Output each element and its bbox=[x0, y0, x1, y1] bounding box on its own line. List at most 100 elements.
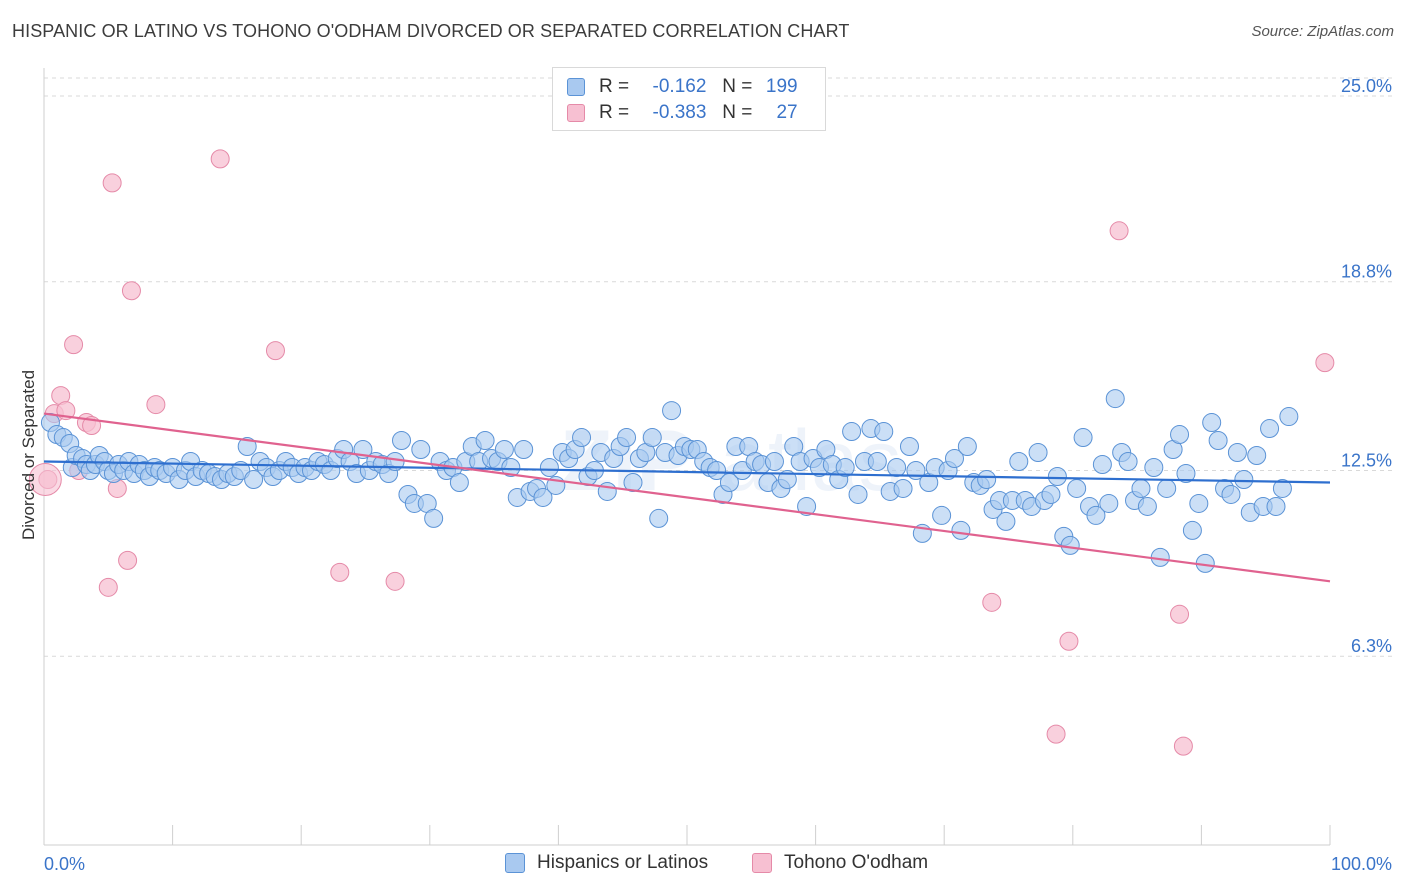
data-point-tohono bbox=[265, 341, 285, 361]
data-point-hispanic bbox=[1118, 452, 1138, 471]
data-point-hispanic bbox=[1176, 463, 1196, 483]
data-point-tohono bbox=[982, 592, 1002, 612]
data-point-hispanic bbox=[392, 431, 412, 451]
legend-n-label: N = bbox=[722, 76, 753, 97]
data-point-hispanic bbox=[475, 431, 495, 451]
data-point-tohono bbox=[1109, 221, 1129, 241]
data-point-tohono bbox=[64, 335, 84, 355]
data-point-hispanic bbox=[1208, 431, 1228, 451]
data-point-hispanic bbox=[1189, 493, 1209, 513]
data-point-hispanic bbox=[932, 505, 952, 525]
data-point-hispanic bbox=[1144, 457, 1164, 477]
data-point-hispanic bbox=[764, 452, 784, 471]
legend-r-label: R = bbox=[599, 76, 630, 97]
data-point-hispanic bbox=[1131, 478, 1151, 498]
data-point-hispanic bbox=[1105, 389, 1125, 409]
data-point-hispanic bbox=[237, 437, 257, 457]
data-point-tohono bbox=[1173, 736, 1193, 756]
data-point-tohono bbox=[102, 173, 122, 193]
legend-item-hispanic[interactable]: Hispanics or Latinos bbox=[505, 852, 708, 874]
y-axis-title: Divorced or Separated bbox=[19, 370, 38, 540]
data-point-hispanic bbox=[514, 440, 534, 460]
data-point-hispanic bbox=[777, 469, 797, 489]
data-point-hispanic bbox=[1092, 454, 1112, 474]
chart-title: HISPANIC OR LATINO VS TOHONO O'ODHAM DIV… bbox=[12, 21, 850, 41]
data-point-hispanic bbox=[1182, 520, 1202, 540]
data-point-tohono bbox=[118, 550, 138, 570]
data-point-hispanic bbox=[996, 511, 1016, 531]
data-point-hispanic bbox=[1067, 478, 1087, 498]
data-point-hispanic bbox=[944, 449, 964, 469]
data-point-hispanic bbox=[449, 472, 469, 492]
data-point-hispanic bbox=[835, 457, 855, 477]
data-point-hispanic bbox=[533, 487, 553, 507]
data-point-hispanic bbox=[1157, 478, 1177, 498]
data-point-tohono bbox=[330, 562, 350, 582]
data-point-hispanic bbox=[1086, 505, 1106, 525]
data-point-tohono bbox=[1170, 604, 1190, 624]
data-point-hispanic bbox=[1009, 452, 1029, 471]
blue-swatch bbox=[505, 853, 525, 873]
data-point-hispanic bbox=[1279, 407, 1299, 427]
data-point-hispanic bbox=[1202, 413, 1222, 433]
data-point-hispanic bbox=[893, 478, 913, 498]
legend-row-tohono: R = -0.383 N = 27 bbox=[567, 100, 798, 126]
data-point-hispanic bbox=[1260, 419, 1280, 439]
trend-line-tohono bbox=[43, 412, 1331, 583]
data-point-hispanic bbox=[424, 508, 444, 528]
data-point-hispanic bbox=[1060, 535, 1080, 555]
data-point-hispanic bbox=[867, 452, 887, 471]
data-point-hispanic bbox=[1247, 446, 1267, 466]
data-point-hispanic bbox=[1041, 484, 1061, 504]
data-point-hispanic bbox=[1028, 443, 1048, 463]
data-point-hispanic bbox=[1272, 478, 1292, 498]
legend-item-tohono[interactable]: Tohono O'odham bbox=[752, 852, 928, 874]
data-point-hispanic bbox=[848, 484, 868, 504]
legend-item-label: Tohono O'odham bbox=[784, 852, 929, 873]
data-point-tohono bbox=[146, 395, 166, 415]
trend-lines bbox=[43, 412, 1331, 583]
data-point-hispanic bbox=[887, 457, 907, 477]
data-point-hispanic bbox=[662, 401, 682, 421]
data-point-hispanic bbox=[1266, 496, 1286, 516]
data-point-tohono bbox=[1059, 631, 1079, 651]
data-point-hispanic bbox=[642, 428, 662, 448]
data-point-hispanic bbox=[1227, 443, 1247, 463]
data-point-hispanic bbox=[951, 520, 971, 540]
legend-r-label: R = bbox=[599, 102, 630, 123]
data-point-hispanic bbox=[572, 428, 592, 448]
data-point-hispanic bbox=[649, 508, 669, 528]
series-legend: Hispanics or Latinos Tohono O'odham bbox=[0, 852, 1406, 878]
legend-row-hispanic: R = -0.162 N = 199 bbox=[567, 74, 798, 100]
data-point-hispanic bbox=[1099, 493, 1119, 513]
data-point-tohono bbox=[385, 571, 405, 591]
y-tick-label: 6.3% bbox=[1351, 636, 1392, 656]
data-point-hispanic bbox=[501, 457, 521, 477]
data-point-tohono bbox=[1315, 353, 1335, 373]
data-point-hispanic bbox=[797, 496, 817, 516]
axis-labels: 6.3% 12.5% 18.8% 25.0% 0.0% 100.0% Divorced or… bbox=[19, 76, 1392, 874]
legend-item-label: Hispanics or Latinos bbox=[537, 852, 709, 873]
stats-legend: R = -0.162 N = 199 R = -0.383 N = 27 bbox=[552, 67, 826, 131]
trend-line-hispanic bbox=[43, 460, 1331, 484]
data-point-hispanic bbox=[1170, 425, 1190, 445]
y-tick-label: 25.0% bbox=[1341, 76, 1392, 96]
legend-n-label: N = bbox=[722, 102, 753, 123]
legend-n-value: 199 bbox=[765, 76, 798, 97]
data-point-hispanic bbox=[1073, 428, 1093, 448]
data-point-hispanic bbox=[1234, 469, 1254, 489]
y-tick-label: 18.8% bbox=[1341, 262, 1392, 282]
data-point-tohono bbox=[98, 577, 118, 597]
pink-swatch bbox=[752, 853, 772, 873]
data-point-hispanic bbox=[494, 440, 514, 460]
data-point-hispanic bbox=[707, 460, 727, 480]
source-label: Source: ZipAtlas.com bbox=[1251, 23, 1394, 40]
data-point-hispanic bbox=[899, 437, 919, 457]
grid-lines bbox=[44, 77, 1392, 657]
data-point-tohono bbox=[121, 281, 141, 301]
data-point-tohono bbox=[28, 462, 62, 496]
data-point-hispanic bbox=[617, 428, 637, 448]
data-point-hispanic bbox=[1047, 466, 1067, 486]
data-point-hispanic bbox=[539, 457, 559, 477]
